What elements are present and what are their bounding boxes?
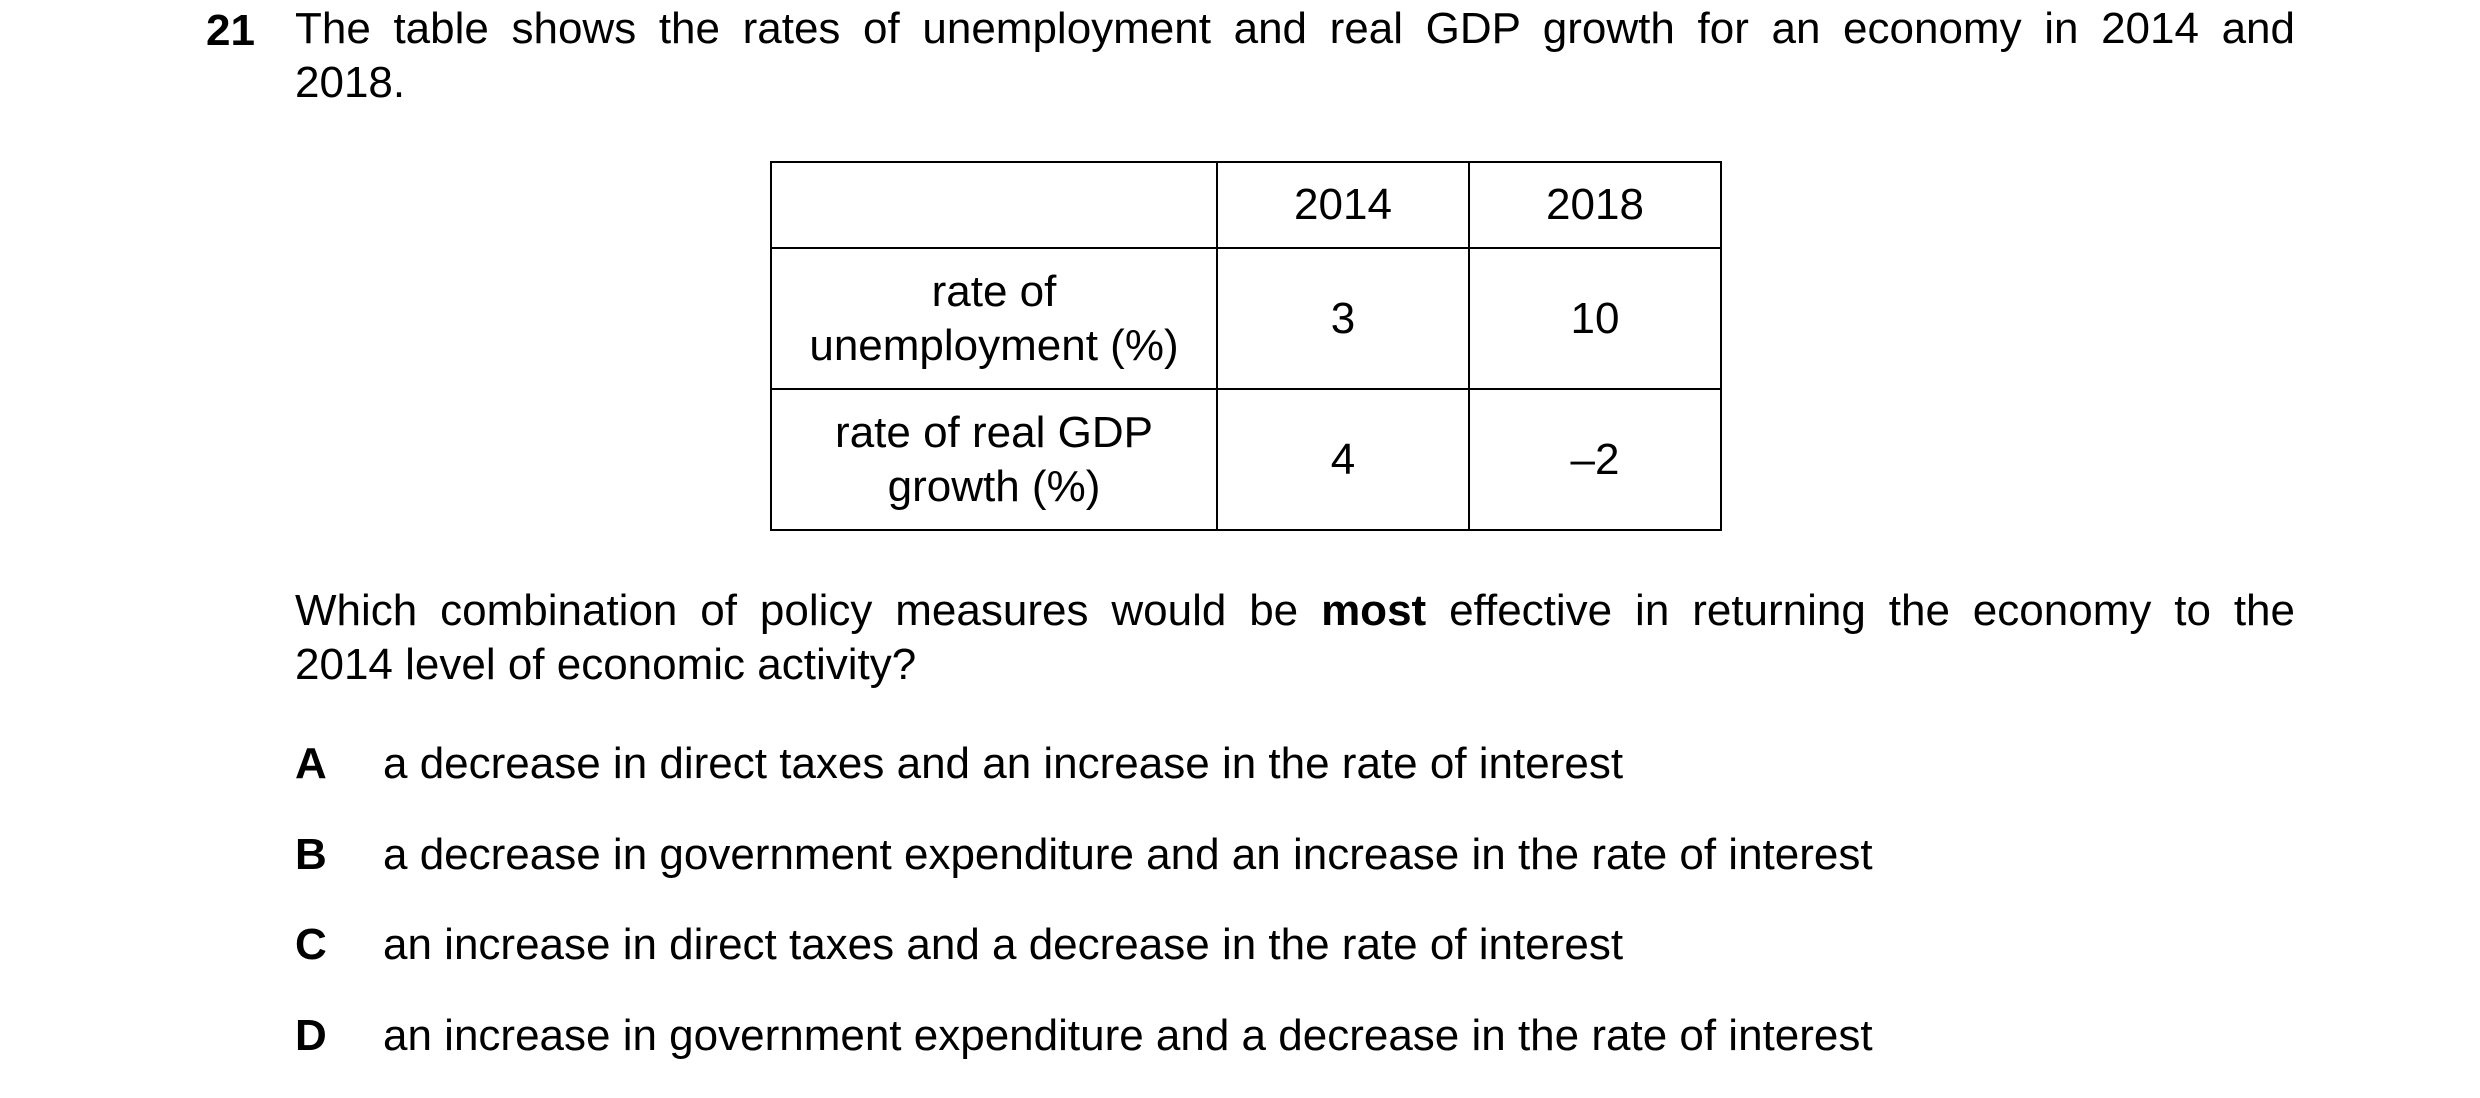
table-cell: –2 xyxy=(1468,388,1722,531)
prompt-before: Which combination of policy measures wou… xyxy=(295,586,1322,635)
table-cell: 3 xyxy=(1216,247,1470,390)
table-header-2014: 2014 xyxy=(1216,161,1470,249)
data-table: 2014 2018 rate of unemployment (%) 3 10 … xyxy=(770,161,1722,531)
row-label-line: unemployment (%) xyxy=(809,320,1179,370)
option-text: an increase in government expenditure an… xyxy=(383,1011,1873,1060)
option-text: a decrease in direct taxes and an increa… xyxy=(383,739,1624,788)
table-row-unemployment: rate of unemployment (%) 3 10 xyxy=(770,247,1722,390)
question-number: 21 xyxy=(206,6,255,55)
table-cell: 10 xyxy=(1468,247,1722,390)
prompt-line-2: 2014 level of economic activity? xyxy=(295,640,917,689)
table-header-2018: 2018 xyxy=(1468,161,1722,249)
stem-line-2: 2018. xyxy=(295,58,406,107)
table-row-gdp-growth: rate of real GDP growth (%) 4 –2 xyxy=(770,388,1722,531)
option-letter: B xyxy=(295,830,327,879)
option-text: a decrease in government expenditure and… xyxy=(383,830,1873,879)
option-letter: D xyxy=(295,1011,327,1060)
prompt-emphasis: most xyxy=(1321,586,1427,635)
option-letter: C xyxy=(295,920,327,969)
prompt-after: effective in returning the economy to th… xyxy=(1426,586,2295,635)
table-header-empty xyxy=(770,161,1218,249)
option-text: an increase in direct taxes and a decrea… xyxy=(383,920,1624,969)
table-cell: 4 xyxy=(1216,388,1470,531)
row-label-line: growth (%) xyxy=(887,461,1101,511)
row-label-line: rate of xyxy=(931,266,1057,316)
table-header-row: 2014 2018 xyxy=(770,161,1722,249)
row-label-unemployment: rate of unemployment (%) xyxy=(770,247,1218,390)
question-prompt: Which combination of policy measures wou… xyxy=(295,584,2295,692)
option-letter: A xyxy=(295,739,327,788)
row-label-line: rate of real GDP xyxy=(835,407,1153,457)
prompt-line-1: Which combination of policy measures wou… xyxy=(295,584,2295,638)
row-label-gdp-growth: rate of real GDP growth (%) xyxy=(770,388,1218,531)
stem-line-1: The table shows the rates of unemploymen… xyxy=(295,4,2295,53)
question-stem: The table shows the rates of unemploymen… xyxy=(295,2,2295,110)
